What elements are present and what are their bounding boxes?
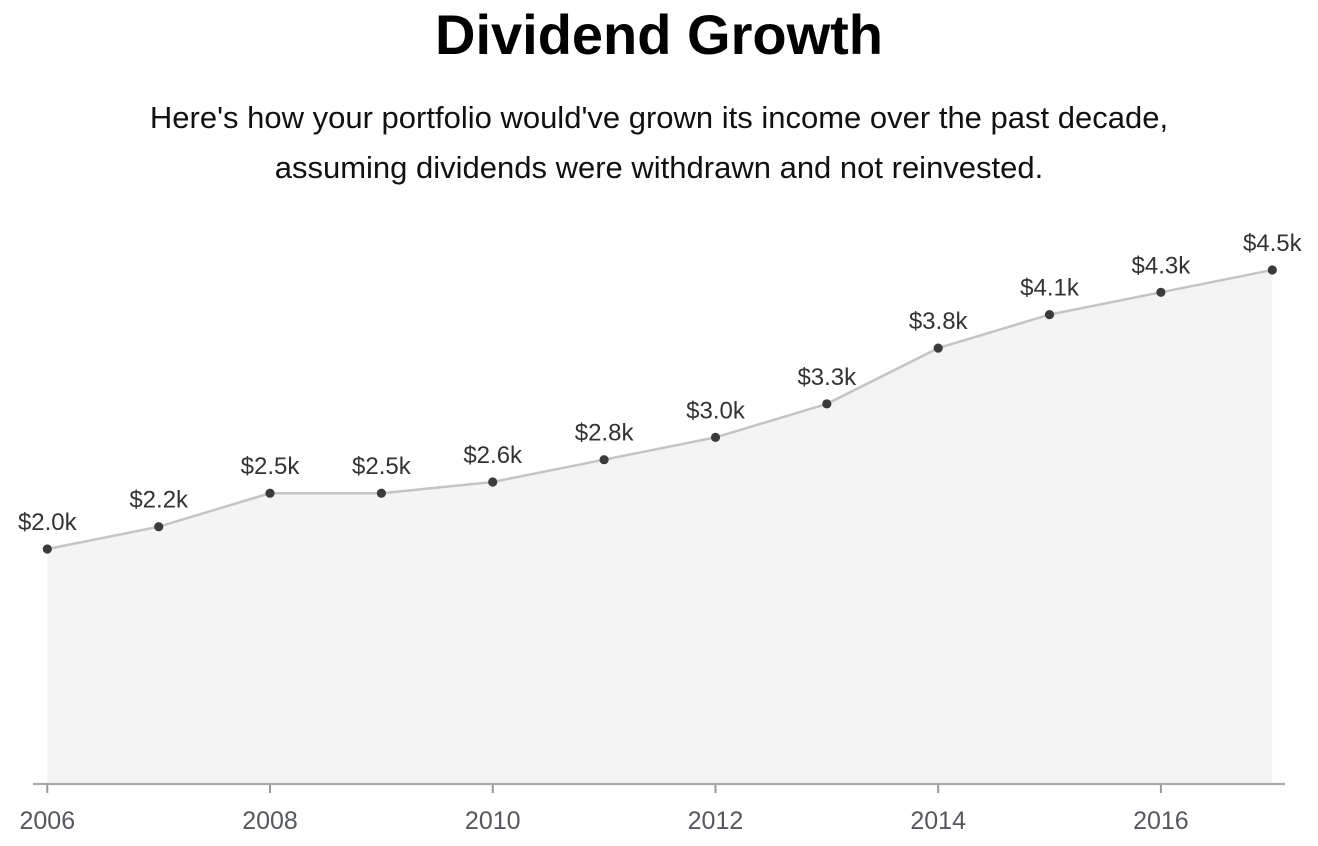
data-point [488, 477, 498, 487]
data-point-label: $4.3k [1132, 252, 1192, 279]
data-point-label: $2.0k [18, 509, 78, 536]
subtitle-line-2: assuming dividends were withdrawn and no… [274, 150, 1044, 185]
data-point [1156, 287, 1166, 297]
data-point-label: $2.5k [352, 453, 412, 480]
x-axis-tick-label: 2008 [242, 807, 298, 835]
data-point-label: $3.0k [686, 397, 746, 424]
x-axis-tick-label: 2006 [19, 807, 75, 835]
chart-title: Dividend Growth [435, 3, 883, 66]
data-point-label: $4.1k [1020, 275, 1080, 302]
x-axis-tick-label: 2014 [910, 807, 966, 835]
data-point [933, 343, 943, 353]
x-axis-tick-label: 2010 [465, 807, 521, 835]
data-point-label: $2.2k [129, 487, 189, 514]
data-point-label: $3.8k [909, 308, 969, 335]
data-point-label: $2.5k [241, 453, 301, 480]
data-point [1044, 310, 1055, 320]
data-point-label: $4.5k [1243, 230, 1303, 257]
data-point [1267, 265, 1277, 275]
data-point [265, 488, 275, 498]
chart-subtitle: Here's how your portfolio would've grown… [0, 93, 1318, 193]
data-point [154, 522, 164, 532]
data-point [42, 544, 52, 554]
data-point-label: $2.6k [463, 442, 523, 469]
subtitle-line-1: Here's how your portfolio would've grown… [149, 100, 1169, 135]
x-axis-tick-label: 2016 [1133, 807, 1189, 835]
data-point [822, 399, 832, 409]
data-point-label: $2.8k [575, 420, 635, 447]
x-axis-tick-label: 2012 [688, 807, 744, 835]
data-point [599, 455, 609, 465]
data-point-label: $3.3k [797, 364, 857, 391]
area-fill [47, 270, 1273, 783]
data-point [710, 432, 721, 442]
trend-line [47, 268, 1273, 551]
data-point [376, 488, 386, 498]
